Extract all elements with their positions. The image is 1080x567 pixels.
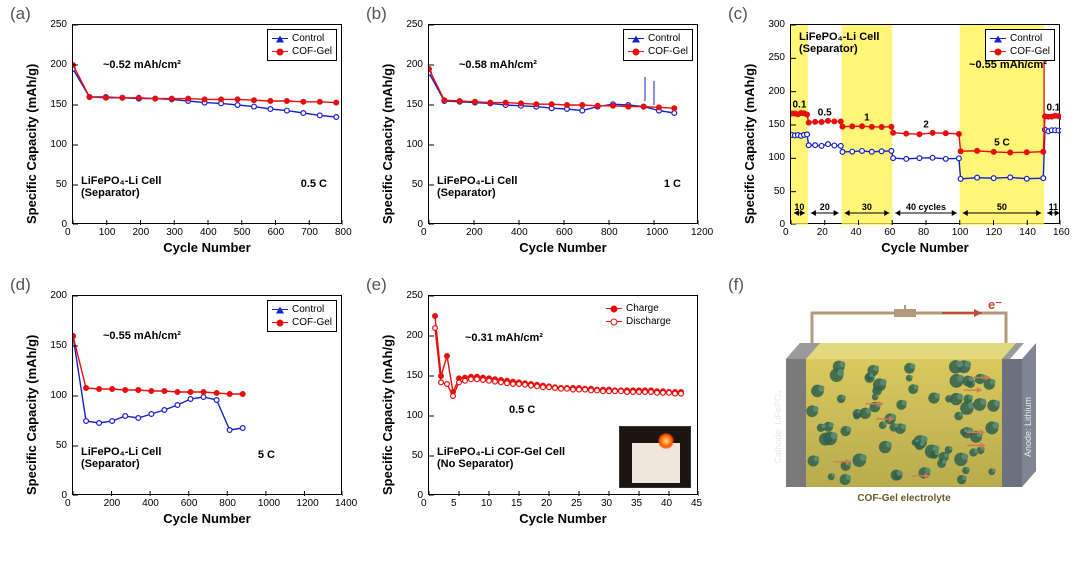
panel-label-d: (d): [10, 275, 31, 295]
panel-label-f: (f): [728, 275, 744, 295]
svg-text:10: 10: [794, 202, 804, 212]
svg-text:0.5: 0.5: [818, 108, 832, 119]
xlabel-b: Cycle Number: [428, 240, 698, 255]
annot-e-areal: ~0.31 mAh/cm²: [465, 332, 543, 344]
lg-c-cof: COF-Gel: [1010, 45, 1050, 58]
panel-d: (d) Specific Capacity (mAh/g) Control CO…: [18, 285, 360, 550]
annot-e-cell: LiFePO₄-Li COF-Gel Cell (No Separator): [437, 446, 565, 470]
panel-c: (c) Specific Capacity (mAh/g) 0.10.5125 …: [736, 14, 1076, 279]
svg-text:2: 2: [923, 120, 929, 131]
annot-c-cell: LiFePO₄-Li Cell (Separator): [799, 31, 879, 55]
annot-b-cell: LiFePO₄-Li Cell (Separator): [437, 175, 517, 199]
cathode-label: Cathode: LiFePO₄: [773, 390, 783, 464]
legend-b: Control COF-Gel: [623, 29, 693, 61]
panel-e: (e) Specific Capacity (mAh/g) Charge Dis…: [374, 285, 722, 550]
lg-a-cof: COF-Gel: [292, 45, 332, 58]
svg-text:30: 30: [862, 202, 872, 212]
plot-e: Charge Discharge ~0.31 mAh/cm² LiFePO₄-L…: [428, 295, 698, 495]
svg-text:40 cycles: 40 cycles: [906, 202, 946, 212]
svg-text:0.1: 0.1: [1046, 102, 1060, 113]
anode-label: Anode: Lithium: [1023, 397, 1033, 457]
legend-e: Charge Discharge: [602, 300, 675, 330]
svg-text:20: 20: [820, 202, 830, 212]
xlabel-c: Cycle Number: [790, 240, 1060, 255]
legend-c: Control COF-Gel: [985, 29, 1055, 61]
lg-c-control: Control: [1010, 32, 1042, 45]
annot-a-areal: ~0.52 mAh/cm²: [103, 59, 181, 71]
xlabel-e: Cycle Number: [428, 511, 698, 526]
legend-a: Control COF-Gel: [267, 29, 337, 61]
schematic-f: e⁻: [756, 299, 1056, 519]
lg-e-discharge: Discharge: [626, 315, 671, 328]
plot-a: Control COF-Gel ~0.52 mAh/cm² LiFePO₄-Li…: [72, 24, 342, 224]
ylabel-d: Specific Capacity (mAh/g): [24, 335, 39, 495]
annot-b-rate: 1 C: [664, 178, 681, 190]
lg-d-cof: COF-Gel: [292, 316, 332, 329]
annot-d-rate: 5 C: [258, 449, 275, 461]
lg-b-control: Control: [648, 32, 680, 45]
legend-d: Control COF-Gel: [267, 300, 337, 332]
annot-d-areal: ~0.55 mAh/cm²: [103, 330, 181, 342]
panel-label-e: (e): [366, 275, 387, 295]
svg-text:5 C: 5 C: [994, 138, 1010, 149]
electron-label: e⁻: [988, 299, 1002, 312]
svg-text:0.1: 0.1: [792, 100, 806, 111]
annot-c-areal: ~0.55 mAh/cm²: [969, 59, 1047, 71]
lg-a-control: Control: [292, 32, 324, 45]
panel-a: (a) Specific Capacity (mAh/g) Control CO…: [18, 14, 360, 279]
ylabel-a: Specific Capacity (mAh/g): [24, 64, 39, 224]
panel-label-a: (a): [10, 4, 31, 24]
svg-text:50: 50: [997, 202, 1007, 212]
panel-b: (b) Specific Capacity (mAh/g) Control CO…: [374, 14, 722, 279]
xlabel-a: Cycle Number: [72, 240, 342, 255]
schematic-svg: e⁻: [756, 299, 1056, 519]
panel-label-b: (b): [366, 4, 387, 24]
plot-b: Control COF-Gel ~0.58 mAh/cm² LiFePO₄-Li…: [428, 24, 698, 224]
ylabel-b: Specific Capacity (mAh/g): [380, 64, 395, 224]
panel-f: (f) e⁻: [736, 285, 1076, 550]
annot-d-cell: LiFePO₄-Li Cell (Separator): [81, 446, 161, 470]
panel-label-c: (c): [728, 4, 748, 24]
lg-d-control: Control: [292, 303, 324, 316]
annot-a-rate: 0.5 C: [301, 178, 327, 190]
plot-d: Control COF-Gel ~0.55 mAh/cm² LiFePO₄-Li…: [72, 295, 342, 495]
inset-photo-e: [619, 426, 691, 488]
ylabel-c: Specific Capacity (mAh/g): [742, 64, 757, 224]
lg-b-cof: COF-Gel: [648, 45, 688, 58]
pouch-cell: [632, 443, 680, 483]
annot-a-cell: LiFePO₄-Li Cell (Separator): [81, 175, 161, 199]
ylabel-e: Specific Capacity (mAh/g): [380, 335, 395, 495]
plot-c: 0.1 0.5 1 2 5 C 0.1 10 20 30 40 cycles 50 11 Contro…: [790, 24, 1060, 224]
svg-text:11: 11: [1049, 202, 1059, 212]
annot-e-rate: 0.5 C: [509, 404, 535, 416]
annot-b-areal: ~0.58 mAh/cm²: [459, 59, 537, 71]
svg-text:1: 1: [864, 112, 870, 123]
electrolyte-label: COF-Gel electrolyte: [857, 493, 951, 504]
xlabel-d: Cycle Number: [72, 511, 342, 526]
lg-e-charge: Charge: [626, 302, 659, 315]
led-glow: [658, 433, 674, 449]
